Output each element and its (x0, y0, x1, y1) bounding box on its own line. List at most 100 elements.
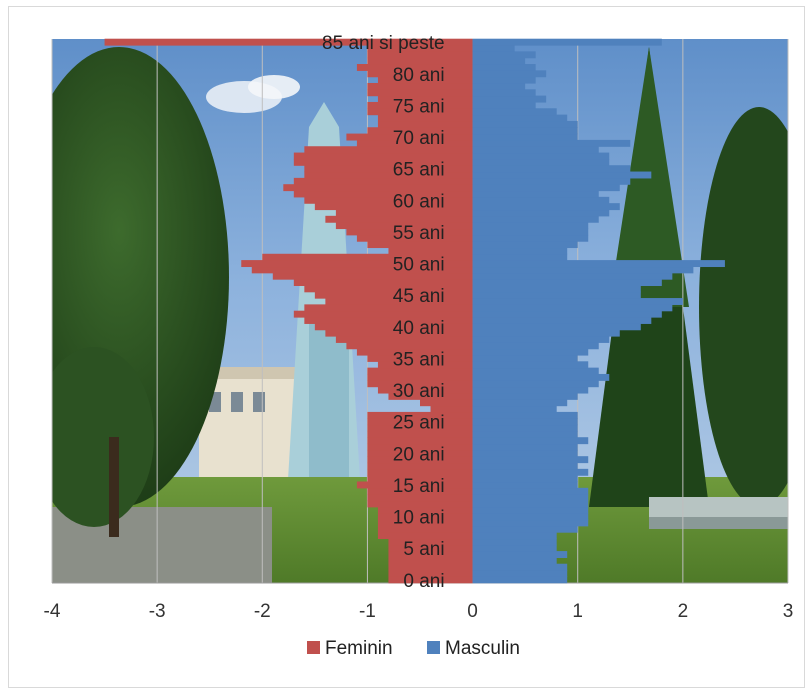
masculin-bar-age-31 (472, 380, 599, 388)
feminin-bar-age-2 (388, 563, 473, 571)
masculin-bar-age-60 (472, 196, 610, 204)
feminin-bar-age-52 (388, 247, 473, 255)
feminin-bar-age-5 (388, 544, 473, 552)
feminin-bar-age-27 (430, 405, 473, 413)
feminin-bar-age-35 (367, 354, 473, 362)
masculin-bar-age-64 (472, 171, 652, 179)
masculin-bar-age-63 (472, 177, 631, 185)
feminin-bar-age-42 (293, 310, 473, 318)
masculin-bar-age-52 (472, 247, 568, 255)
feminin-bar-age-29 (388, 392, 473, 400)
feminin-bar-age-61 (293, 190, 473, 198)
masculin-bar-age-42 (472, 310, 662, 318)
feminin-bar-age-75 (367, 101, 473, 109)
masculin-bar-age-66 (472, 158, 610, 166)
feminin-bar-age-41 (304, 317, 473, 324)
masculin-bar-age-83 (472, 51, 536, 59)
feminin-bar-age-20 (367, 449, 473, 457)
feminin-bar-age-17 (367, 468, 473, 476)
masculin-bar-age-13 (472, 494, 589, 502)
feminin-bar-age-43 (304, 304, 473, 312)
feminin-bar-age-77 (367, 89, 473, 97)
feminin-bar-age-58 (335, 209, 473, 217)
masculin-bar-age-26 (472, 411, 578, 419)
feminin-bar-age-44 (325, 298, 473, 305)
category-label-50: 50 ani (393, 255, 445, 276)
x-tick-label-1: -3 (149, 601, 166, 622)
feminin-bar-age-19 (367, 456, 473, 464)
masculin-bar-age-32 (472, 373, 610, 381)
masculin-bar-age-70 (472, 133, 578, 141)
feminin-bar-age-23 (367, 430, 473, 438)
masculin-bar-age-75 (472, 101, 536, 109)
masculin-bar-age-68 (472, 146, 599, 154)
feminin-bar-age-40 (314, 323, 473, 331)
masculin-bar-age-44 (472, 298, 683, 305)
masculin-bar-age-80 (472, 70, 547, 78)
masculin-bar-age-54 (472, 234, 589, 242)
feminin-bar-age-8 (377, 525, 473, 533)
feminin-bar-age-26 (367, 411, 473, 419)
category-label-5: 5 ani (403, 539, 444, 560)
category-label-55: 55 ani (393, 223, 445, 244)
category-labels: 85 ani si peste 80 ani 75 ani 70 ani 65 ani 6… (322, 33, 445, 592)
feminin-bar-age-11 (377, 506, 473, 514)
feminin-bar-age-46 (304, 285, 473, 293)
feminin-bar-age-78 (367, 82, 473, 90)
masculin-bar-age-28 (472, 399, 568, 407)
feminin-bar-age-33 (367, 367, 473, 375)
masculin-bar-age-30 (472, 386, 589, 394)
feminin-bar-age-85 (104, 38, 473, 46)
masculin-bar-age-41 (472, 317, 652, 324)
masculin-bar-age-1 (472, 570, 568, 577)
masculin-bar-age-78 (472, 82, 526, 90)
masculin-bar-age-76 (472, 95, 547, 103)
masculin-bar-age-12 (472, 500, 589, 508)
masculin-bar-age-58 (472, 209, 610, 217)
x-tick-label-0: -4 (44, 601, 61, 622)
x-tick-label-5: 1 (572, 601, 583, 622)
masculin-bar-age-9 (472, 519, 589, 527)
feminin-bar-age-64 (304, 171, 473, 179)
masculin-bar-age-67 (472, 152, 610, 160)
masculin-bar-age-48 (472, 272, 673, 280)
feminin-bar-age-31 (367, 380, 473, 388)
feminin-bar-age-34 (377, 361, 473, 369)
category-label-80: 80 ani (393, 65, 445, 86)
masculin-bar-age-7 (472, 532, 557, 540)
masculin-bar-age-34 (472, 361, 589, 369)
masculin-bar-age-65 (472, 165, 631, 173)
feminin-bar-age-66 (293, 158, 473, 166)
feminin-bar-age-80 (367, 70, 473, 78)
feminin-bar-age-3 (388, 557, 473, 565)
feminin-bar-age-53 (367, 241, 473, 249)
feminin-bar-age-81 (356, 64, 473, 71)
feminin-bar-age-32 (367, 373, 473, 381)
masculin-bar-age-11 (472, 506, 589, 514)
feminin-bar-age-56 (335, 222, 473, 230)
x-tick-label-7: 3 (783, 601, 794, 622)
masculin-bar-age-4 (472, 551, 568, 558)
category-label-35: 35 ani (393, 349, 445, 370)
category-label-75: 75 ani (393, 96, 445, 117)
feminin-bar-age-51 (262, 253, 473, 261)
feminin-bar-age-38 (335, 336, 473, 343)
feminin-bar-age-12 (367, 500, 473, 508)
masculin-bar-age-8 (472, 525, 578, 533)
masculin-bar-age-79 (472, 76, 536, 84)
masculin-bar-age-14 (472, 487, 589, 495)
x-tick-label-3: -1 (359, 601, 376, 622)
masculin-bar-age-40 (472, 323, 641, 331)
masculin-bar-age-46 (472, 285, 641, 293)
feminin-bar-age-16 (367, 475, 473, 483)
masculin-bar-age-43 (472, 304, 673, 312)
masculin-bar-age-85 (472, 38, 662, 46)
masculin-bar-age-25 (472, 418, 578, 426)
masculin-bar-age-6 (472, 538, 557, 546)
masculin-bar-age-84 (472, 45, 515, 52)
masculin-bar-age-38 (472, 336, 610, 343)
x-tick-label-2: -2 (254, 601, 271, 622)
feminin-bar-age-50 (241, 260, 473, 268)
category-label-85: 85 ani si peste (322, 33, 445, 54)
feminin-bar-age-54 (356, 234, 473, 242)
